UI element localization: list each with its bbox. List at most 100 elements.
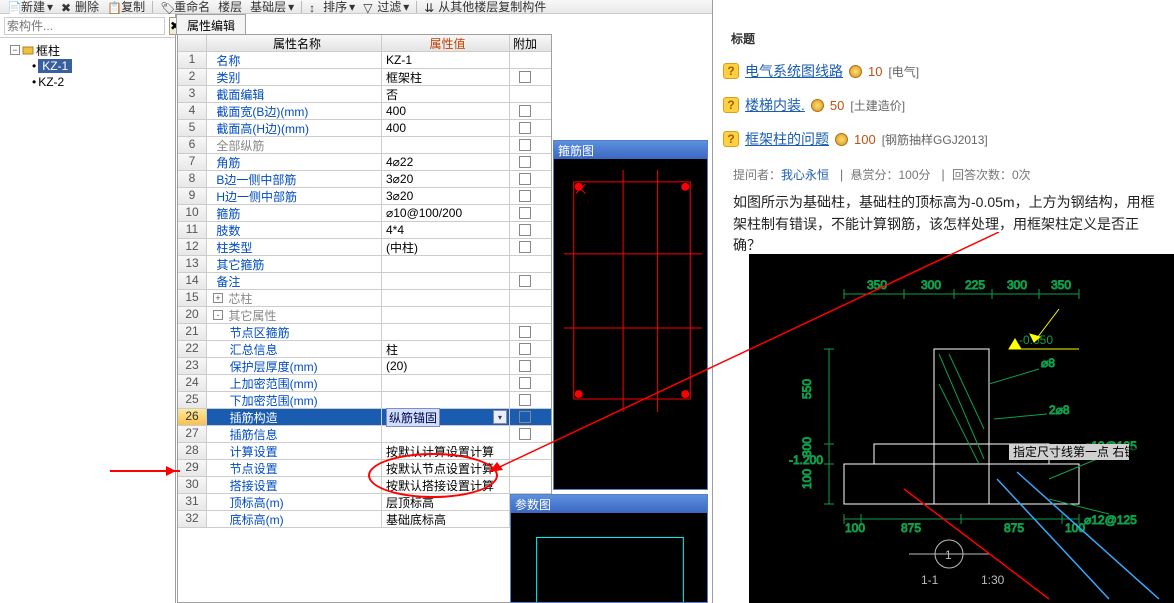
tree-item-kz1[interactable]: •KZ-1	[2, 58, 173, 74]
property-row[interactable]: 1 名称KZ-1	[178, 52, 551, 69]
tb-copyfrom[interactable]: ⇊从其他楼层复制构件	[421, 0, 549, 15]
related-question[interactable]: ?楼梯内装.50[土建造价]	[723, 92, 1173, 118]
prop-value[interactable]	[382, 426, 510, 442]
tb-floor[interactable]: 楼层	[215, 0, 245, 15]
property-row[interactable]: 10 箍筋⌀10@100/200	[178, 205, 551, 222]
search-input[interactable]	[4, 17, 165, 35]
tb-del[interactable]: ✖删除	[58, 0, 102, 15]
property-row[interactable]: 22 汇总信息柱	[178, 341, 551, 358]
prop-value[interactable]: 4⌀22	[382, 154, 510, 170]
prop-value[interactable]	[382, 324, 510, 340]
property-row[interactable]: 7 角筋4⌀22	[178, 154, 551, 171]
prop-addflag[interactable]	[510, 358, 540, 374]
prop-addflag[interactable]	[510, 154, 540, 170]
property-row[interactable]: 21 节点区箍筋	[178, 324, 551, 341]
prop-value[interactable]: 400	[382, 120, 510, 136]
property-row[interactable]: 29 节点设置按默认节点设置计算	[178, 460, 551, 477]
prop-addflag[interactable]	[510, 120, 540, 136]
prop-value[interactable]: 4*4	[382, 222, 510, 238]
prop-value[interactable]: ⌀10@100/200	[382, 205, 510, 221]
prop-addflag[interactable]	[510, 171, 540, 187]
related-question[interactable]: ?电气系统图线路10[电气]	[723, 58, 1173, 84]
prop-addflag[interactable]	[510, 205, 540, 221]
question-link[interactable]: 电气系统图线路	[745, 61, 843, 81]
prop-value[interactable]: 基础底标高	[382, 511, 510, 527]
prop-addflag[interactable]	[510, 239, 540, 255]
prop-addflag[interactable]	[510, 222, 540, 238]
prop-addflag[interactable]	[510, 375, 540, 391]
prop-addflag[interactable]	[510, 443, 540, 459]
property-row[interactable]: 9 H边一侧中部筋3⌀20	[178, 188, 551, 205]
prop-value[interactable]	[382, 273, 510, 289]
prop-value[interactable]	[382, 307, 510, 323]
collapse-icon[interactable]: −	[10, 45, 20, 55]
prop-value[interactable]	[382, 256, 510, 272]
prop-addflag[interactable]	[510, 460, 540, 476]
tb-new[interactable]: 📄新建▾	[4, 0, 56, 15]
prop-addflag[interactable]	[510, 52, 540, 68]
property-row[interactable]: 25 下加密范围(mm)	[178, 392, 551, 409]
prop-value[interactable]: (20)	[382, 358, 510, 374]
property-row[interactable]: 31 顶标高(m)层顶标高	[178, 494, 551, 511]
prop-addflag[interactable]	[510, 69, 540, 85]
property-row[interactable]: 15+ 芯柱	[178, 290, 551, 307]
prop-value[interactable]: 否	[382, 86, 510, 102]
property-row[interactable]: 14 备注	[178, 273, 551, 290]
prop-value[interactable]: 层顶标高	[382, 494, 510, 510]
prop-addflag[interactable]	[510, 477, 540, 493]
property-row[interactable]: 8 B边一侧中部筋3⌀20	[178, 171, 551, 188]
property-row[interactable]: 11 肢数4*4	[178, 222, 551, 239]
tree-item-kz2[interactable]: •KZ-2	[2, 74, 173, 90]
tb-basefloor[interactable]: 基础层▾	[247, 0, 297, 15]
prop-value[interactable]: 按默认搭接设置计算	[382, 477, 510, 493]
property-row[interactable]: 27 插筋信息	[178, 426, 551, 443]
prop-value[interactable]: 框架柱	[382, 69, 510, 85]
prop-addflag[interactable]	[510, 392, 540, 408]
expand-icon[interactable]: +	[213, 293, 223, 303]
prop-value[interactable]: 按默认计算设置计算	[382, 443, 510, 459]
prop-value[interactable]	[382, 392, 510, 408]
prop-value[interactable]: KZ-1	[382, 52, 510, 68]
prop-value[interactable]: 3⌀20	[382, 188, 510, 204]
property-row[interactable]: 23 保护层厚度(mm)(20)	[178, 358, 551, 375]
question-link[interactable]: 框架柱的问题	[745, 129, 829, 149]
property-row[interactable]: 20- 其它属性	[178, 307, 551, 324]
related-question[interactable]: ?框架柱的问题100[钢筋抽样GGJ2013]	[723, 126, 1173, 152]
prop-addflag[interactable]	[510, 341, 540, 357]
property-row[interactable]: 4 截面宽(B边)(mm)400	[178, 103, 551, 120]
expand-icon[interactable]: -	[213, 310, 223, 320]
property-row[interactable]: 28 计算设置按默认计算设置计算	[178, 443, 551, 460]
prop-addflag[interactable]	[510, 256, 540, 272]
property-row[interactable]: 2 类别框架柱	[178, 69, 551, 86]
tree-root[interactable]: − 框柱	[2, 42, 173, 58]
tab-property[interactable]: 属性编辑	[176, 14, 246, 34]
property-row[interactable]: 13 其它箍筋	[178, 256, 551, 273]
prop-addflag[interactable]	[510, 273, 540, 289]
prop-value[interactable]: 柱	[382, 341, 510, 357]
prop-addflag[interactable]	[510, 103, 540, 119]
property-row[interactable]: 32 底标高(m)基础底标高	[178, 511, 551, 528]
tb-rename[interactable]: 🏷重命名	[157, 0, 213, 15]
prop-addflag[interactable]	[510, 307, 540, 323]
property-row[interactable]: 5 截面高(H边)(mm)400	[178, 120, 551, 137]
tb-filter[interactable]: ▽过滤▾	[360, 0, 412, 15]
prop-value[interactable]: 按默认节点设置计算	[382, 460, 510, 476]
prop-value[interactable]: 400	[382, 103, 510, 119]
prop-addflag[interactable]	[510, 290, 540, 306]
dropdown-icon[interactable]: ▾	[493, 410, 507, 424]
prop-value[interactable]: (中柱)	[382, 239, 510, 255]
property-row[interactable]: 30 搭接设置按默认搭接设置计算	[178, 477, 551, 494]
question-link[interactable]: 楼梯内装.	[745, 95, 805, 115]
prop-addflag[interactable]	[510, 409, 540, 425]
property-row[interactable]: 24 上加密范围(mm)	[178, 375, 551, 392]
prop-value[interactable]	[382, 375, 510, 391]
tb-sort[interactable]: ↕排序▾	[306, 0, 358, 15]
tb-copy[interactable]: 📋复制	[104, 0, 148, 15]
prop-addflag[interactable]	[510, 188, 540, 204]
prop-value[interactable]: 纵筋锚固▾	[382, 409, 510, 425]
prop-value[interactable]	[382, 137, 510, 153]
prop-value[interactable]	[382, 290, 510, 306]
property-row[interactable]: 12 柱类型(中柱)	[178, 239, 551, 256]
prop-addflag[interactable]	[510, 137, 540, 153]
prop-addflag[interactable]	[510, 86, 540, 102]
